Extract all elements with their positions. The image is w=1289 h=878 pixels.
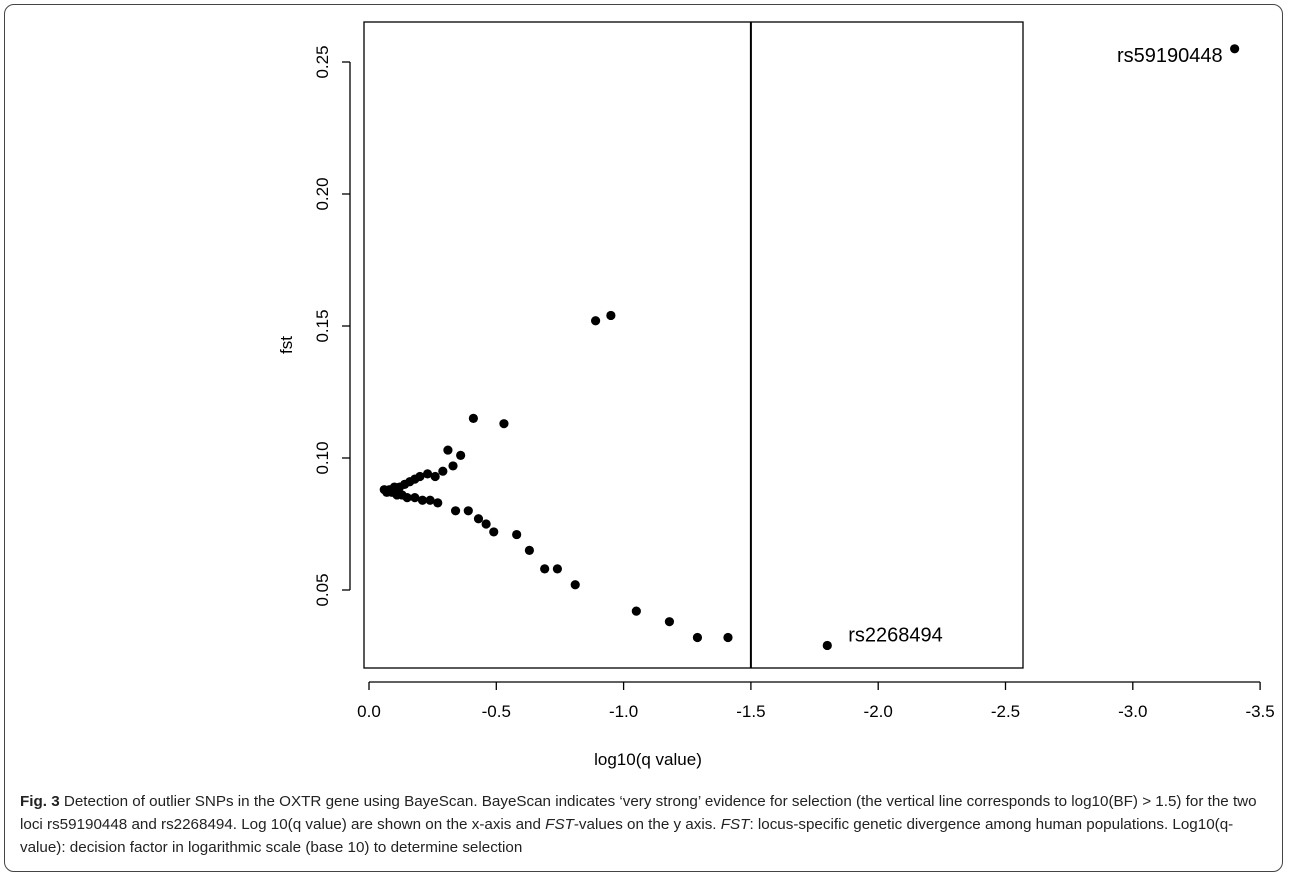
- x-tick-label: -1.5: [736, 702, 765, 721]
- data-point: [433, 498, 443, 508]
- data-points: [379, 44, 1240, 651]
- data-point: [606, 310, 616, 321]
- data-point: [552, 564, 563, 574]
- data-point: [481, 519, 491, 529]
- data-point: [468, 413, 478, 423]
- data-point: [590, 316, 601, 326]
- x-tick-label: -2.0: [864, 702, 893, 721]
- data-point: [822, 640, 832, 651]
- data-point: [723, 632, 733, 643]
- y-tick-label: 0.10: [313, 441, 332, 474]
- x-axis-label: log10(q value): [594, 750, 702, 769]
- point-annotations: rs59190448 rs2268494: [848, 45, 1222, 647]
- caption-fst-1: FST: [545, 816, 574, 833]
- point-annotation: rs59190448: [1117, 45, 1223, 67]
- figure-caption: Fig. 3 Detection of outlier SNPs in the …: [20, 790, 1275, 859]
- data-point: [422, 469, 433, 479]
- data-point: [448, 461, 458, 471]
- x-axis: 0.0 -0.5 -1.0 -1.5 -2.0 -2.5 -3.0 -3.5: [357, 681, 1275, 721]
- data-point: [489, 527, 499, 537]
- data-point: [443, 445, 453, 455]
- y-axis: 0.05 0.10 0.15 0.20 0.25: [313, 45, 351, 607]
- data-point: [417, 495, 428, 505]
- data-point: [438, 466, 448, 476]
- data-point: [425, 495, 435, 505]
- x-tick-label: -3.0: [1118, 702, 1147, 721]
- x-tick-label: -3.5: [1245, 702, 1274, 721]
- y-axis-label: fst: [277, 336, 296, 354]
- point-annotation: rs2268494: [848, 624, 943, 646]
- x-tick-label: -2.5: [991, 702, 1020, 721]
- caption-fst-2: FST: [720, 816, 750, 833]
- data-point: [1230, 44, 1240, 54]
- data-point: [570, 580, 580, 590]
- caption-text-2: -values on the y axis.: [573, 816, 721, 833]
- y-tick-label: 0.25: [313, 45, 332, 78]
- data-point: [430, 471, 440, 482]
- data-point: [499, 419, 509, 429]
- caption-text-3: : locus-specific genetic divergence amon…: [20, 816, 1234, 856]
- data-point: [456, 450, 466, 460]
- scatter-plot: 0.0 -0.5 -1.0 -1.5 -2.0 -2.5 -3.0 -3.5 0.05 0.10…: [277, 21, 1275, 769]
- data-point: [664, 617, 675, 627]
- x-tick-label: -1.0: [609, 702, 638, 721]
- caption-text-1: Detection of outlier SNPs in the OXTR ge…: [20, 793, 1257, 833]
- data-point: [512, 529, 522, 540]
- plot-area: [363, 21, 1024, 669]
- data-point: [473, 514, 484, 524]
- data-point: [631, 606, 641, 616]
- data-point: [463, 506, 473, 516]
- data-point: [410, 493, 420, 503]
- data-point: [450, 506, 461, 516]
- y-tick-label: 0.20: [313, 177, 332, 210]
- x-tick-label: -0.5: [482, 702, 511, 721]
- data-point: [540, 564, 550, 574]
- data-point: [402, 493, 412, 503]
- x-tick-label: 0.0: [357, 702, 381, 721]
- y-tick-label: 0.05: [313, 573, 332, 606]
- data-point: [524, 545, 534, 556]
- figure-frame: [4, 4, 1283, 872]
- figure-label: Fig. 3: [20, 793, 60, 810]
- y-tick-label: 0.15: [313, 309, 332, 342]
- data-point: [692, 632, 703, 643]
